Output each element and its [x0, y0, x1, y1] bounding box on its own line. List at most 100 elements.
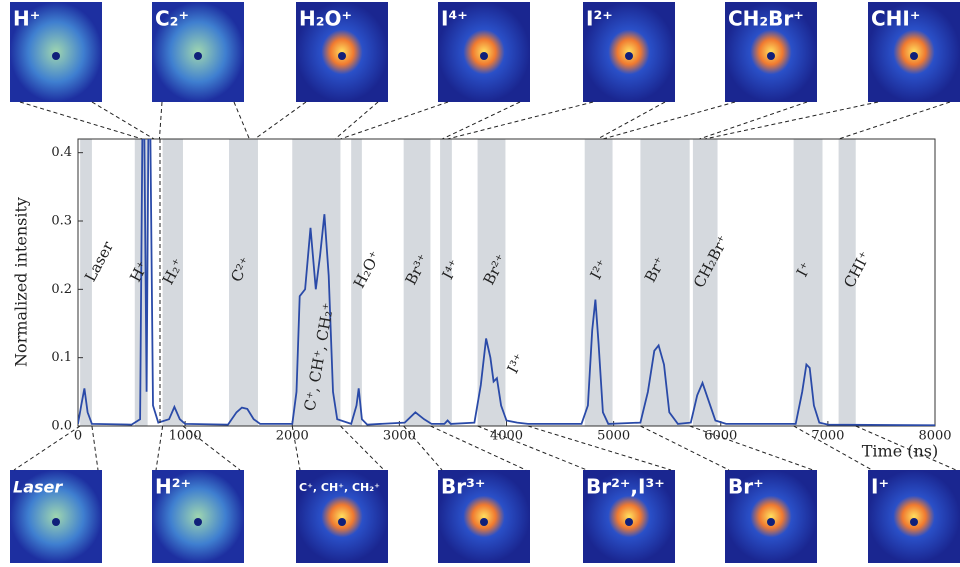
x-tick-label: 5000: [597, 429, 630, 444]
connector: [91, 425, 99, 471]
thumbnail-label: H₂O⁺: [299, 7, 352, 31]
thumbnail-center: [194, 518, 202, 526]
connector: [442, 101, 521, 140]
y-axis-title: Normalized intensity: [12, 197, 31, 367]
connector: [477, 425, 588, 471]
x-tick-label: 8000: [918, 429, 951, 444]
x-tick-label: 6000: [704, 429, 737, 444]
thumbnail-label: CH₂Br⁺: [728, 7, 804, 31]
connector: [793, 425, 873, 471]
connector: [254, 101, 307, 140]
thumbnail-center: [52, 518, 60, 526]
connector: [855, 425, 957, 471]
thumbnail-center: [625, 52, 633, 60]
connector: [340, 425, 385, 471]
thumbnail-label: C₂⁺: [155, 7, 189, 31]
thumbnail-center: [910, 518, 918, 526]
y-tick-label: 0.1: [51, 350, 72, 365]
highlight-band: [80, 139, 92, 426]
connector: [447, 101, 594, 140]
thumbnail-image: [725, 470, 817, 563]
thumbnail-center: [52, 52, 60, 60]
thumbnail-center: [338, 518, 346, 526]
connector: [597, 101, 666, 140]
thumbnail-center: [194, 52, 202, 60]
top-thumbnail: I⁴⁺: [438, 2, 530, 102]
top-thumbnail: H₂O⁺: [296, 2, 388, 102]
x-axis-title: Time (ns): [862, 442, 939, 461]
thumbnail-center: [767, 52, 775, 60]
connector: [602, 101, 736, 140]
thumbnail-center: [625, 518, 633, 526]
thumbnail-center: [767, 518, 775, 526]
connector: [291, 425, 301, 471]
top-thumbnail: H⁺: [10, 2, 102, 102]
connector: [233, 101, 250, 140]
y-tick-label: 0.3: [51, 214, 72, 229]
bottom-thumbnail: I⁺: [868, 470, 960, 563]
thumbnail-label: CHI⁺: [871, 7, 920, 31]
thumbnail-label: H⁺: [13, 7, 40, 31]
connector: [704, 101, 879, 140]
connector: [19, 101, 143, 140]
bottom-thumbnail: Br³⁺: [438, 470, 530, 563]
connector: [527, 425, 672, 471]
thumbnail-image: [438, 470, 530, 563]
x-tick-label: 0: [74, 429, 82, 444]
connector: [334, 101, 379, 140]
thumbnail-image: [10, 470, 102, 563]
connector: [13, 425, 81, 471]
connector: [838, 101, 951, 140]
bottom-thumbnail: Laser: [10, 470, 102, 563]
thumbnail-image: [152, 470, 244, 563]
bottom-thumbnail: Br⁺: [725, 470, 817, 563]
bottom-thumbnail: C⁺, CH⁺, CH₂⁺: [296, 470, 388, 563]
highlight-band: [403, 139, 431, 426]
highlight-band: [640, 139, 690, 426]
connector: [158, 101, 163, 140]
thumbnail-label: I²⁺: [586, 7, 613, 31]
thumbnail-label: H²⁺: [155, 475, 191, 499]
thumbnail-image: [868, 470, 960, 563]
top-thumbnail: CHI⁺: [868, 2, 960, 102]
x-tick-label: 7000: [811, 429, 844, 444]
thumbnail-label: I⁴⁺: [441, 7, 468, 31]
highlight-band: [838, 139, 856, 426]
peak-label: I³⁺: [504, 351, 529, 377]
highlight-band: [692, 139, 718, 426]
x-tick-label: 4000: [490, 429, 523, 444]
y-tick-label: 0.0: [51, 419, 72, 434]
connector: [182, 425, 241, 471]
highlight-band: [351, 139, 362, 426]
x-tick-label: 2000: [276, 429, 309, 444]
connector: [91, 101, 155, 140]
highlight-band: [162, 139, 183, 426]
connector: [155, 425, 164, 471]
connector: [340, 101, 449, 140]
thumbnail-label: C⁺, CH⁺, CH₂⁺: [299, 481, 380, 494]
connector: [403, 425, 443, 471]
thumbnail-label: I⁺: [871, 475, 889, 499]
thumbnail-center: [480, 52, 488, 60]
thumbnail-label: Br²⁺,I³⁺: [586, 475, 665, 499]
thumbnail-center: [480, 518, 488, 526]
x-tick-label: 1000: [169, 429, 202, 444]
thumbnail-image: [296, 470, 388, 563]
top-thumbnail: CH₂Br⁺: [725, 2, 817, 102]
highlight-band: [793, 139, 823, 426]
thumbnail-label: Br⁺: [728, 475, 764, 499]
top-thumbnail: I²⁺: [583, 2, 675, 102]
x-tick-label: 3000: [383, 429, 416, 444]
bottom-thumbnail: H²⁺: [152, 470, 244, 563]
thumbnail-label: Laser: [13, 478, 63, 497]
thumbnail-center: [910, 52, 918, 60]
highlight-band: [440, 139, 452, 426]
thumbnail-label: Br³⁺: [441, 475, 485, 499]
highlight-band: [229, 139, 258, 426]
connector: [689, 425, 814, 471]
connector: [430, 425, 527, 471]
thumbnail-image: [583, 470, 675, 563]
bottom-thumbnail: Br²⁺,I³⁺: [583, 470, 675, 563]
connector: [699, 101, 808, 140]
